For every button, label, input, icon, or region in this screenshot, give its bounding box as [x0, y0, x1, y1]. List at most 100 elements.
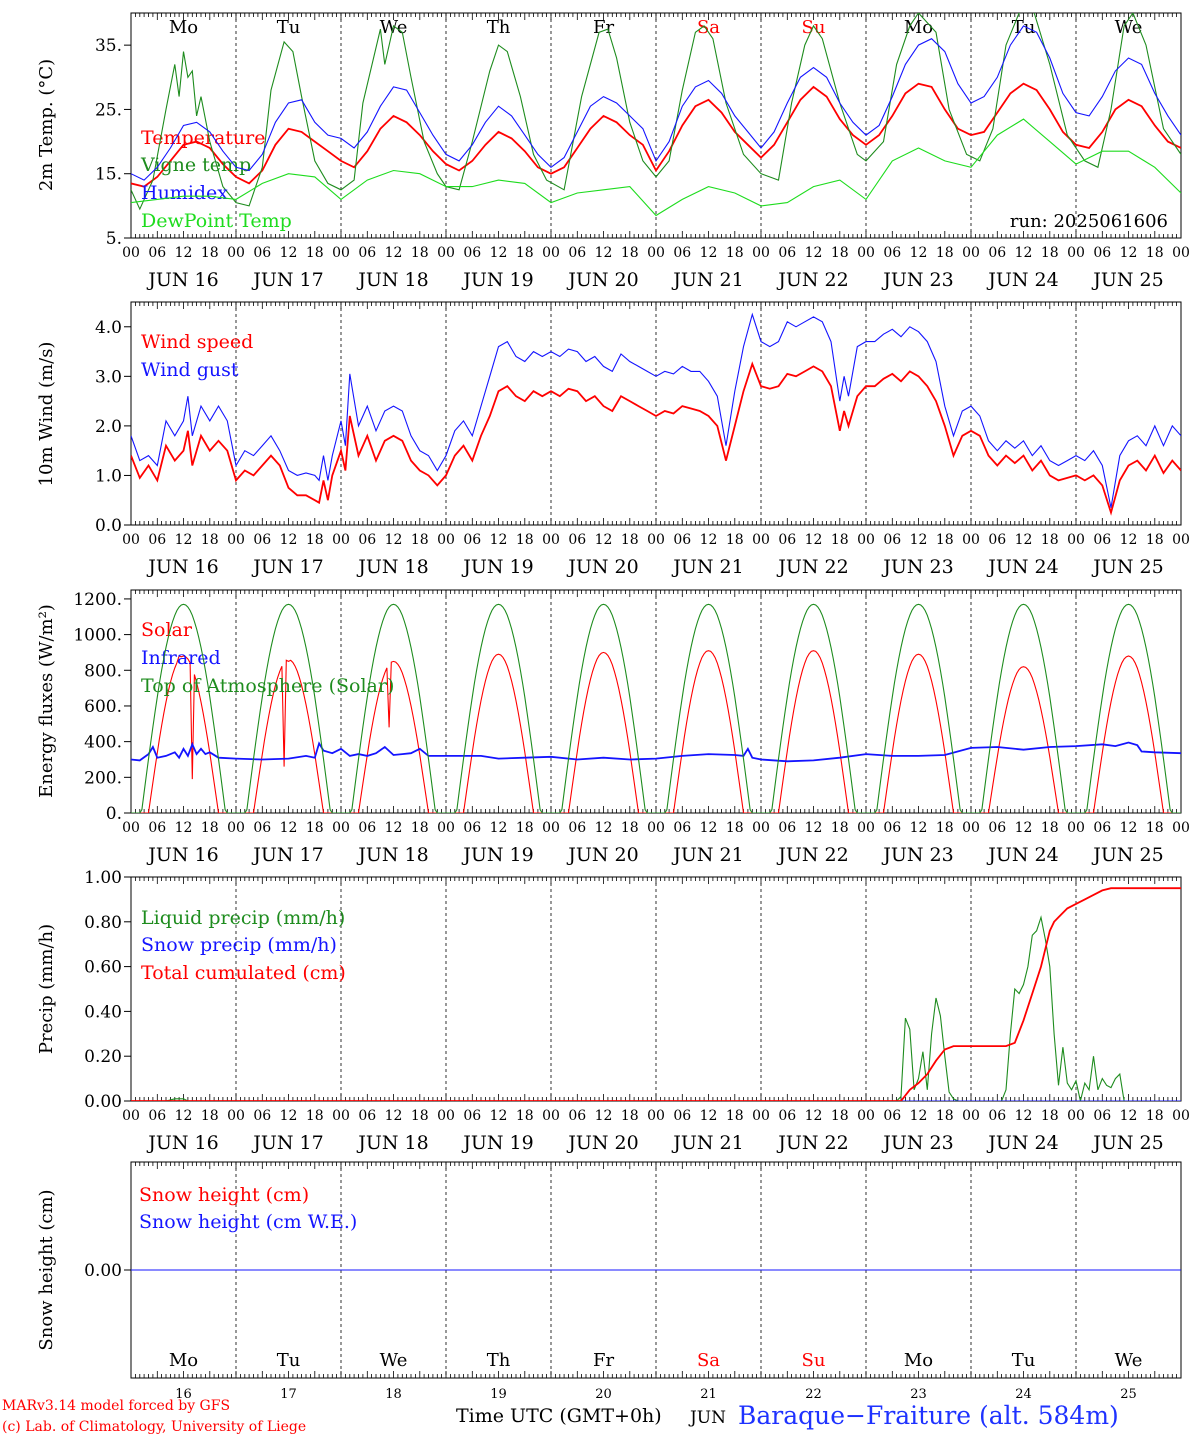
- hour-label: 06: [253, 820, 271, 836]
- weekday-label: We: [1115, 1350, 1143, 1371]
- y-axis-label: Precip (mm/h): [36, 924, 57, 1054]
- day-label: JUN 19: [461, 1132, 533, 1154]
- hour-label: 06: [463, 245, 481, 261]
- hour-label: 18: [1146, 245, 1164, 261]
- hour-label: 00: [227, 532, 245, 548]
- y-tick-label: 400.: [84, 733, 122, 753]
- hour-label: 12: [910, 1108, 928, 1124]
- day-number: 24: [1015, 1387, 1032, 1402]
- legend-entry: DewPoint Temp: [141, 210, 292, 232]
- day-label: JUN 19: [461, 269, 533, 291]
- day-number: 25: [1120, 1387, 1137, 1402]
- hour-label: 06: [1093, 820, 1111, 836]
- y-tick-label: 0.40: [84, 1002, 122, 1022]
- weekday-label: Th: [487, 1350, 511, 1371]
- hour-label: 06: [358, 820, 376, 836]
- hour-label: 06: [883, 532, 901, 548]
- hour-label: 18: [306, 820, 324, 836]
- weekday-label: Tu: [1012, 17, 1036, 38]
- legend-entry: Solar: [141, 619, 193, 641]
- weekday-label: Fr: [593, 17, 614, 38]
- hour-label: 12: [1015, 1108, 1033, 1124]
- hour-label: 18: [516, 1108, 534, 1124]
- hour-label: 00: [542, 245, 560, 261]
- hour-label: 12: [700, 245, 718, 261]
- hour-label: 12: [1015, 820, 1033, 836]
- hour-label: 06: [148, 820, 166, 836]
- hour-label: 00: [437, 532, 455, 548]
- hour-label: 12: [175, 1108, 193, 1124]
- legend-entry: Temperature: [141, 127, 265, 149]
- hour-label: 00: [227, 1108, 245, 1124]
- model-credit: MARv3.14 model forced by GFS: [2, 1398, 231, 1414]
- series-line-2: [131, 603, 1181, 813]
- hour-label: 18: [411, 245, 429, 261]
- day-label: JUN 23: [881, 1132, 953, 1154]
- day-number: 18: [385, 1387, 402, 1402]
- hour-label: 06: [253, 532, 271, 548]
- day-label: JUN 24: [986, 269, 1058, 291]
- hour-label: 06: [673, 820, 691, 836]
- hour-label: 06: [148, 245, 166, 261]
- hour-label: 12: [1120, 1108, 1138, 1124]
- day-label: JUN 16: [146, 844, 218, 866]
- hour-label: 12: [700, 532, 718, 548]
- day-label: JUN 25: [1091, 269, 1163, 291]
- y-tick-label: 1200.: [73, 590, 122, 610]
- chart-panel-3: 0. 200. 400. 600. 800. 1000. 1200. Energy fluxe…: [36, 589, 1190, 866]
- lab-credit: (c) Lab. of Climatology, University of L…: [2, 1419, 307, 1435]
- hour-label: 12: [595, 820, 613, 836]
- hour-label: 18: [1146, 820, 1164, 836]
- hour-label: 00: [542, 1108, 560, 1124]
- hour-label: 18: [516, 820, 534, 836]
- hour-label: 12: [490, 820, 508, 836]
- hour-label: 00: [122, 1108, 140, 1124]
- day-label: JUN 21: [671, 556, 743, 578]
- day-label: JUN 19: [461, 844, 533, 866]
- day-label: JUN 18: [356, 556, 428, 578]
- y-tick-label: 0.20: [84, 1047, 122, 1067]
- day-label: JUN 17: [251, 269, 323, 291]
- hour-label: 18: [726, 245, 744, 261]
- y-tick-label: 3.0: [95, 367, 122, 387]
- day-label: JUN 22: [776, 844, 848, 866]
- weekday-label: Sa: [697, 17, 720, 38]
- hour-label: 18: [306, 245, 324, 261]
- hour-label: 00: [227, 245, 245, 261]
- y-tick-label: 5.: [106, 229, 122, 249]
- hour-label: 00: [752, 1108, 770, 1124]
- y-tick-label: 4.0: [95, 318, 122, 338]
- y-tick-label: 0.00: [84, 1092, 122, 1112]
- hour-label: 00: [332, 245, 350, 261]
- hour-label: 06: [253, 1108, 271, 1124]
- y-tick-label: 1.0: [95, 466, 122, 486]
- day-label: JUN 22: [776, 269, 848, 291]
- weekday-label: Su: [802, 1350, 826, 1371]
- legend-entry: Infrared: [141, 647, 221, 669]
- hour-label: 12: [175, 532, 193, 548]
- hour-label: 12: [1015, 532, 1033, 548]
- hour-label: 00: [332, 532, 350, 548]
- hour-label: 18: [831, 1108, 849, 1124]
- hour-label: 06: [568, 820, 586, 836]
- day-number: 20: [595, 1387, 612, 1402]
- chart-panel-5: 0.00 Snow height (cm) Mo Tu We Th Fr Sa Su Mo Tu We…: [36, 1161, 1182, 1428]
- hour-label: 12: [385, 532, 403, 548]
- weekday-label: Mo: [169, 17, 198, 38]
- y-axis-label: Snow height (cm): [36, 1189, 57, 1350]
- hour-label: 18: [306, 532, 324, 548]
- series-line-0: [131, 361, 1181, 516]
- day-label: JUN 20: [566, 1132, 638, 1154]
- day-number: 21: [700, 1387, 717, 1402]
- hour-label: 00: [332, 820, 350, 836]
- hour-label: 18: [201, 532, 219, 548]
- day-label: JUN 18: [356, 1132, 428, 1154]
- hour-label: 12: [385, 1108, 403, 1124]
- hour-label: 18: [411, 532, 429, 548]
- weekday-label: We: [380, 1350, 408, 1371]
- hour-label: 18: [1041, 532, 1059, 548]
- hour-label: 06: [673, 1108, 691, 1124]
- day-number: 16: [175, 1387, 192, 1402]
- hour-ticks: [130, 13, 1182, 238]
- hour-ticks: [130, 1162, 1182, 1378]
